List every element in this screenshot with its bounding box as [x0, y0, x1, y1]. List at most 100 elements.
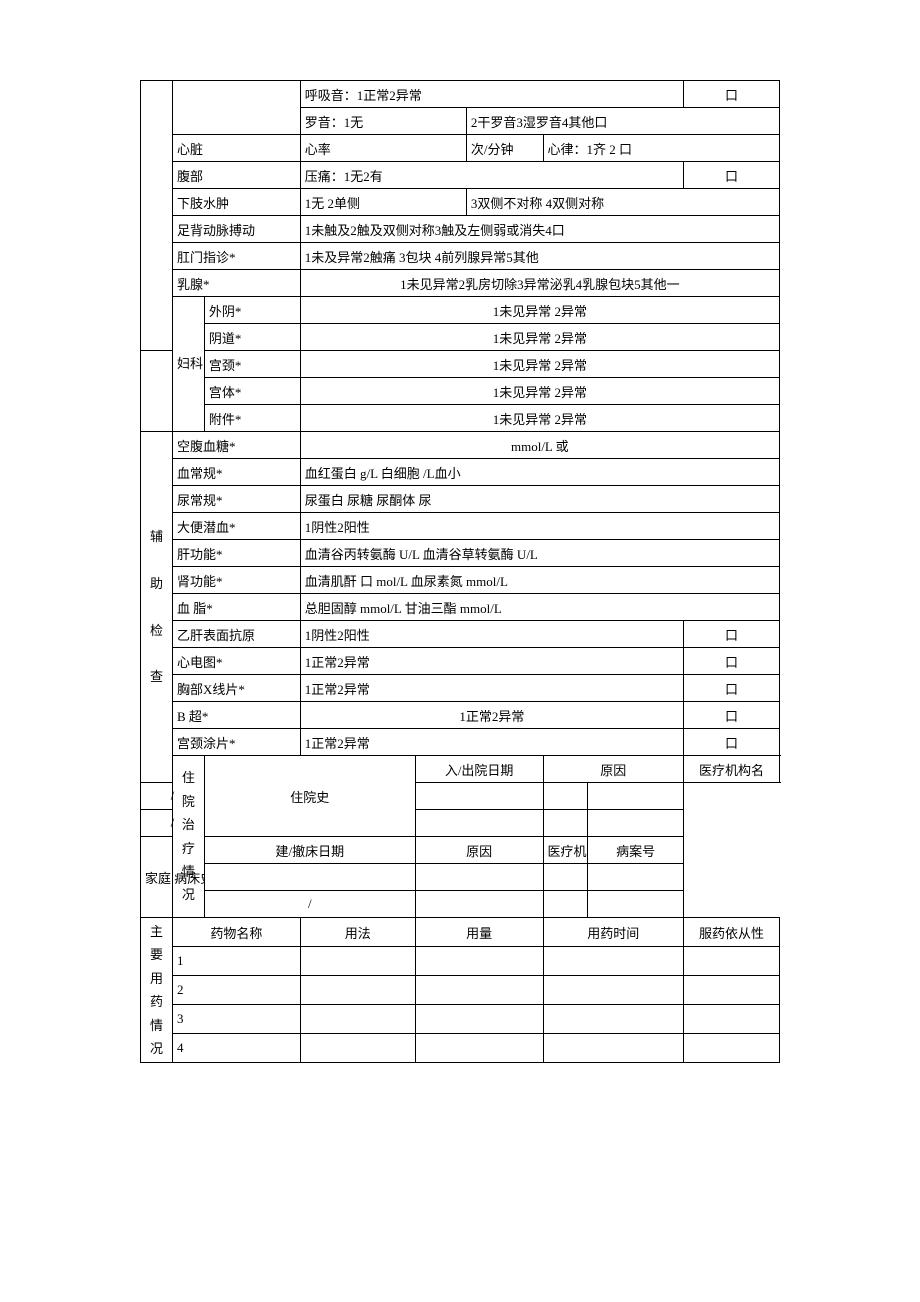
cell-med-1-usage[interactable]	[300, 947, 415, 976]
row-ecg: 心电图* 1正常2异常 口	[141, 648, 780, 675]
cell-vulva: 1未见异常 2异常	[300, 297, 779, 324]
cell-hosp-r1-org[interactable]	[543, 783, 588, 810]
cell-med-2n: 2	[172, 976, 300, 1005]
cell-cervix: 1未见异常 2异常	[300, 351, 779, 378]
cell-med-2-dur[interactable]	[543, 976, 684, 1005]
cell-breast-label: 乳腺*	[172, 270, 300, 297]
cell-med-3-dur[interactable]	[543, 1005, 684, 1034]
page-container: 呼吸音：1正常2异常 口 罗音：1无 2干罗音3湿罗音4其他口 心脏 心率 次/…	[0, 0, 920, 1123]
cell-med-4-dose[interactable]	[415, 1034, 543, 1063]
cell-h3b: 医疗机构名	[543, 837, 588, 864]
row-cervix: 宫颈* 1未见异常 2异常	[141, 351, 780, 378]
cell-home-r2-no[interactable]	[588, 891, 684, 918]
row-urine: 尿常规* 尿蛋白 尿糖 尿酮体 尿	[141, 486, 780, 513]
cell-med-name: 药物名称	[172, 918, 300, 947]
cell-corpus: 1未见异常 2异常	[300, 378, 779, 405]
cell-med-4-comp[interactable]	[684, 1034, 780, 1063]
row-abdomen: 腹部 压痛：1无2有 口	[141, 162, 780, 189]
cell-med-usage: 用法	[300, 918, 415, 947]
cell-home-r1-reason[interactable]	[415, 864, 543, 891]
cell-abdomen-label: 腹部	[172, 162, 300, 189]
cell-med-3n: 3	[172, 1005, 300, 1034]
cell-med-4-dur[interactable]	[543, 1034, 684, 1063]
row-vulva: 妇科 外阴* 1未见异常 2异常	[141, 297, 780, 324]
row-adnexa: 附件* 1未见异常 2异常	[141, 405, 780, 432]
cell-h2: 原因	[543, 756, 684, 783]
cell-home-r1-org[interactable]	[543, 864, 588, 891]
cell-hosp-r2-no[interactable]	[588, 810, 684, 837]
cell-med-2-dose[interactable]	[415, 976, 543, 1005]
row-home-r1	[141, 864, 780, 891]
cell-ecg-box: 口	[684, 648, 780, 675]
cell-home-r2-reason[interactable]	[415, 891, 543, 918]
cell-lung-label	[172, 81, 300, 135]
cell-ecg: 1正常2异常	[300, 648, 683, 675]
cell-hbsag-box: 口	[684, 621, 780, 648]
cell-med-3-usage[interactable]	[300, 1005, 415, 1034]
row-cxr: 胸部X线片* 1正常2异常 口	[141, 675, 780, 702]
cell-home-r1-date[interactable]	[204, 864, 415, 891]
cell-med-4-usage[interactable]	[300, 1034, 415, 1063]
cell-med-comp: 服药依从性	[684, 918, 780, 947]
cell-dorsal: 1未触及2触及双侧对称3触及左侧弱或消失4口	[300, 216, 779, 243]
row-edema: 下肢水肿 1无 2单侧 3双侧不对称 4双侧对称	[141, 189, 780, 216]
cell-cxr: 1正常2异常	[300, 675, 683, 702]
row-vagina: 阴道* 1未见异常 2异常	[141, 324, 780, 351]
row-hosp-header2: 家庭 病床史 建/撤床日期 原因 医疗机构名 病案号	[141, 837, 780, 864]
cell-pap-label: 宫颈涂片*	[172, 729, 300, 756]
cell-med-1-comp[interactable]	[684, 947, 780, 976]
cell-lipid-label: 血 脂*	[172, 594, 300, 621]
cell-hosp-r2-reason[interactable]	[415, 810, 543, 837]
cell-heart-rhythm: 心律：1齐 2 口	[543, 135, 779, 162]
cell-urine: 尿蛋白 尿糖 尿酮体 尿	[300, 486, 779, 513]
row-breast: 乳腺* 1未见异常2乳房切除3异常泌乳4乳腺包块5其他一	[141, 270, 780, 297]
section-phys-left2	[141, 351, 173, 432]
cell-med-1-dose[interactable]	[415, 947, 543, 976]
cell-hosp-r1-reason[interactable]	[415, 783, 543, 810]
cell-kidney-label: 肾功能*	[172, 567, 300, 594]
cell-vulva-label: 外阴*	[204, 297, 300, 324]
cell-med-2-comp[interactable]	[684, 976, 780, 1005]
cell-med-3-comp[interactable]	[684, 1005, 780, 1034]
row-corpus: 宫体* 1未见异常 2异常	[141, 378, 780, 405]
cell-fob: 1阴性2阳性	[300, 513, 779, 540]
cell-anal-label: 肛门指诊*	[172, 243, 300, 270]
cell-cxr-label: 胸部X线片*	[172, 675, 300, 702]
cell-home-r1-no[interactable]	[588, 864, 684, 891]
cell-abdomen: 压痛：1无2有	[300, 162, 683, 189]
cell-edema1: 1无 2单侧	[300, 189, 466, 216]
cell-cbc: 血红蛋白 g/L 白细胞 /L血小	[300, 459, 779, 486]
row-kidney: 肾功能* 血清肌酐 口 mol/L 血尿素氮 mmol/L	[141, 567, 780, 594]
row-hosp-header1: 住院治疗情况 住院史 入/出院日期 原因 医疗机构名 病案号	[141, 756, 780, 783]
row-breath-sound: 呼吸音：1正常2异常 口	[141, 81, 780, 108]
cell-med-3-dose[interactable]	[415, 1005, 543, 1034]
cell-hosp-r1-no[interactable]	[588, 783, 684, 810]
cell-vagina-label: 阴道*	[204, 324, 300, 351]
row-med-header: 主要用药情况 药物名称 用法 用量 用药时间 服药依从性	[141, 918, 780, 947]
row-us: B 超* 1正常2异常 口	[141, 702, 780, 729]
cell-dorsal-label: 足背动脉搏动	[172, 216, 300, 243]
cell-h4b: 病案号	[588, 837, 684, 864]
cell-h2b: 原因	[415, 837, 543, 864]
cell-hbsag: 1阴性2阳性	[300, 621, 683, 648]
cell-lipid: 总胆固醇 mmol/L 甘油三酯 mmol/L	[300, 594, 779, 621]
cell-heart-rate: 心率	[300, 135, 466, 162]
row-hbsag: 乙肝表面抗原 1阴性2阳性 口	[141, 621, 780, 648]
cell-rales2: 2干罗音3湿罗音4其他口	[466, 108, 779, 135]
cell-h1: 入/出院日期	[415, 756, 543, 783]
cell-med-2-usage[interactable]	[300, 976, 415, 1005]
cell-adnexa: 1未见异常 2异常	[300, 405, 779, 432]
cell-liver-label: 肝功能*	[172, 540, 300, 567]
cell-med-duration: 用药时间	[543, 918, 684, 947]
cell-breath-box: 口	[684, 81, 780, 108]
cell-home-r2-date[interactable]: /	[204, 891, 415, 918]
cell-home-r2-org[interactable]	[543, 891, 588, 918]
row-fbs: 辅 助 检 查 空腹血糖* mmol/L 或	[141, 432, 780, 459]
cell-us-label: B 超*	[172, 702, 300, 729]
cell-heart-label: 心脏	[172, 135, 300, 162]
cell-hosp-r2-org[interactable]	[543, 810, 588, 837]
cell-med-1-dur[interactable]	[543, 947, 684, 976]
row-med-2: 2	[141, 976, 780, 1005]
row-liver: 肝功能* 血清谷丙转氨酶 U/L 血清谷草转氨酶 U/L	[141, 540, 780, 567]
cell-gyn-label: 妇科	[172, 297, 204, 432]
